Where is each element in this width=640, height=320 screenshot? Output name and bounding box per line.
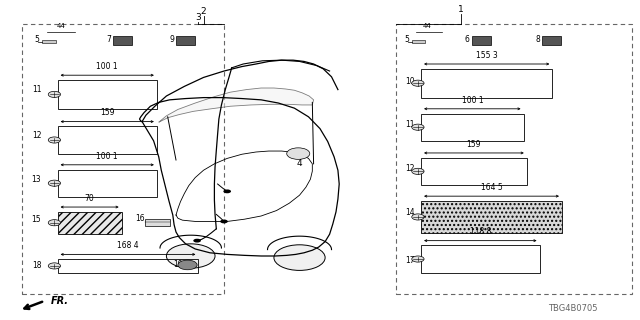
Text: 8: 8: [535, 36, 540, 44]
Bar: [421, 158, 527, 185]
Text: 100 1: 100 1: [97, 152, 118, 161]
Text: 70: 70: [84, 194, 95, 203]
Polygon shape: [472, 36, 491, 45]
Text: 2: 2: [201, 7, 206, 16]
Text: 12: 12: [405, 164, 414, 173]
Text: 5: 5: [404, 36, 409, 44]
Bar: [421, 114, 524, 141]
Circle shape: [412, 214, 424, 220]
Text: 155 3: 155 3: [476, 51, 497, 60]
Text: TBG4B0705: TBG4B0705: [548, 304, 598, 313]
Polygon shape: [159, 88, 314, 122]
Text: 18: 18: [32, 261, 41, 270]
Circle shape: [412, 124, 424, 130]
Circle shape: [48, 220, 61, 226]
Circle shape: [412, 256, 424, 262]
Circle shape: [166, 244, 215, 268]
Circle shape: [274, 245, 325, 270]
Circle shape: [287, 148, 310, 159]
Polygon shape: [113, 36, 132, 45]
Polygon shape: [176, 36, 195, 45]
Text: 44: 44: [423, 23, 432, 29]
Text: 16: 16: [134, 214, 145, 223]
Bar: [421, 245, 540, 273]
Polygon shape: [542, 36, 561, 45]
Text: 15: 15: [31, 215, 42, 224]
Text: 4: 4: [297, 159, 302, 168]
Text: 13: 13: [31, 175, 42, 184]
Text: 14: 14: [404, 208, 415, 217]
Bar: [421, 69, 552, 98]
Text: 164 5: 164 5: [481, 183, 502, 192]
Text: 5: 5: [35, 36, 40, 44]
Bar: [58, 259, 198, 273]
Text: 12: 12: [32, 132, 41, 140]
Bar: [58, 80, 157, 109]
Circle shape: [223, 189, 231, 193]
Text: 17: 17: [404, 256, 415, 265]
Text: 3: 3: [196, 13, 201, 22]
Bar: [412, 40, 426, 43]
Text: 11: 11: [405, 120, 414, 129]
Bar: [421, 201, 562, 233]
Text: 100 1: 100 1: [461, 96, 483, 105]
Bar: [58, 170, 157, 197]
Bar: [58, 212, 122, 234]
Circle shape: [48, 137, 61, 143]
Text: FR.: FR.: [51, 296, 69, 306]
Text: 19: 19: [173, 260, 183, 269]
Text: 168 4: 168 4: [117, 241, 139, 250]
Circle shape: [48, 180, 61, 186]
Circle shape: [48, 263, 61, 269]
Text: 7: 7: [106, 36, 111, 44]
Bar: [58, 126, 157, 154]
Text: 159: 159: [467, 140, 481, 149]
Circle shape: [412, 80, 424, 86]
Circle shape: [48, 91, 61, 98]
Text: 1: 1: [458, 5, 463, 14]
Circle shape: [178, 260, 197, 270]
Bar: [42, 40, 56, 43]
Text: 159: 159: [100, 108, 115, 117]
Text: 118 8: 118 8: [470, 228, 491, 236]
Text: 11: 11: [32, 85, 41, 94]
Circle shape: [193, 239, 201, 243]
Text: 6: 6: [465, 36, 470, 44]
Bar: [145, 219, 170, 226]
Text: 44: 44: [56, 23, 65, 29]
Circle shape: [220, 220, 228, 223]
Text: 10: 10: [404, 77, 415, 86]
Circle shape: [412, 168, 424, 174]
Text: 100 1: 100 1: [97, 62, 118, 71]
Text: 9: 9: [169, 36, 174, 44]
